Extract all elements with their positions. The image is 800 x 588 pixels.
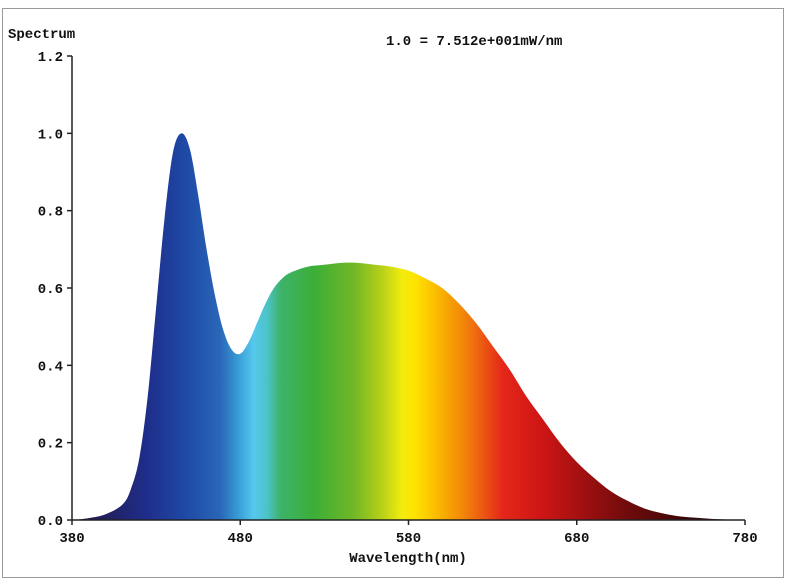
y-tick-label: 0.2 xyxy=(38,437,63,453)
x-tick-label: 480 xyxy=(228,531,253,547)
y-tick-label: 0.8 xyxy=(38,205,63,221)
scale-annotation: 1.0 = 7.512e+001mW/nm xyxy=(386,34,562,50)
chart-title: Spectrum xyxy=(8,27,75,43)
y-tick-label: 1.0 xyxy=(38,127,63,143)
y-tick-label: 0.6 xyxy=(38,282,63,298)
x-tick-label: 380 xyxy=(59,531,84,547)
plot-area xyxy=(72,133,745,521)
y-tick-label: 0.4 xyxy=(38,359,63,375)
x-tick-label: 580 xyxy=(396,531,421,547)
x-tick-label: 680 xyxy=(564,531,589,547)
spectrum-area xyxy=(72,133,745,521)
x-tick-label: 780 xyxy=(732,531,757,547)
y-tick-label: 1.2 xyxy=(38,50,63,66)
axes: 0.0 0.2 0.4 0.6 0.8 1.0 1.2 380 480 580 680 780 xyxy=(38,50,758,547)
x-axis-label: Wavelength(nm) xyxy=(349,551,467,567)
y-tick-label: 0.0 xyxy=(38,514,63,530)
